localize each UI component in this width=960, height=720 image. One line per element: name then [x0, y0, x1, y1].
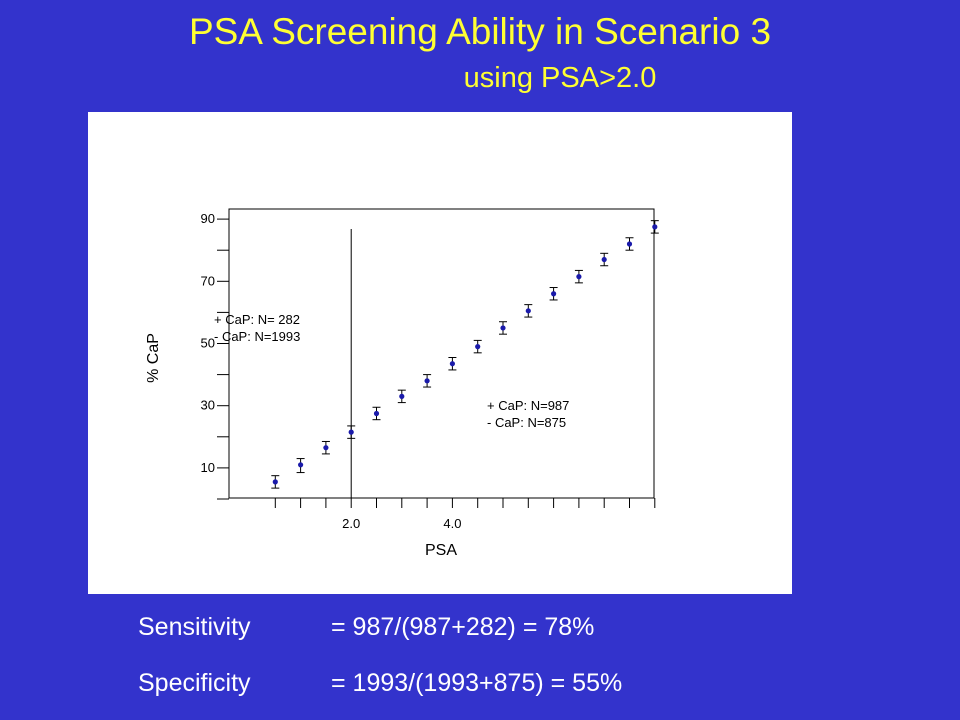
sensitivity-label: Sensitivity — [138, 613, 251, 641]
data-point — [347, 425, 356, 439]
data-points — [271, 220, 659, 489]
chart-panel: 10 30 50 70 90 2.0 4.0 PSA % CaP + CaP: N= 28… — [88, 112, 792, 594]
y-tick-label: 90 — [201, 211, 215, 226]
data-point — [372, 406, 381, 421]
subtitle-text: using PSA>2.0 — [463, 62, 657, 94]
y-tick-label: 30 — [201, 398, 215, 413]
data-point — [296, 458, 305, 474]
data-point — [650, 220, 659, 234]
data-point — [574, 269, 583, 284]
specificity-label: Specificity — [138, 669, 251, 697]
data-point — [271, 475, 280, 489]
annotation-left-positive: + CaP: N= 282 — [214, 312, 300, 327]
annotation-right-negative: - CaP: N=875 — [487, 415, 566, 430]
data-point — [499, 321, 507, 335]
data-point — [321, 440, 330, 455]
plot-frame — [228, 208, 655, 499]
sensitivity-value: = 987/(987+282) = 78% — [331, 613, 595, 641]
y-axis-label: % CaP — [145, 333, 162, 383]
annotation-right-positive: + CaP: N=987 — [487, 398, 569, 413]
annotation-left-negative: - CaP: N=1993 — [214, 329, 300, 344]
y-tick-label: 10 — [201, 460, 215, 475]
psa-chart: 10 30 50 70 90 2.0 4.0 PSA % CaP + CaP: N= 28… — [145, 208, 659, 559]
data-point — [600, 252, 609, 267]
data-point — [549, 287, 558, 301]
y-axis-ticks: 10 30 50 70 90 — [201, 211, 229, 500]
x-tick-label: 4.0 — [443, 516, 461, 531]
y-tick-label: 70 — [201, 273, 215, 288]
y-tick-label: 50 — [201, 336, 215, 351]
data-point — [625, 237, 634, 251]
data-point — [397, 389, 406, 404]
data-point — [423, 374, 432, 388]
x-axis-label: PSA — [425, 542, 457, 559]
slide-subtitle: using PSA>2.0 — [0, 60, 960, 96]
data-point — [524, 304, 533, 318]
specificity-value: = 1993/(1993+875) = 55% — [331, 669, 623, 697]
x-tick-label: 2.0 — [342, 516, 360, 531]
data-point — [473, 339, 482, 354]
data-point — [448, 356, 457, 371]
slide-title: PSA Screening Ability in Scenario 3 — [188, 11, 772, 52]
x-axis-ticks: 2.0 4.0 — [274, 498, 656, 531]
